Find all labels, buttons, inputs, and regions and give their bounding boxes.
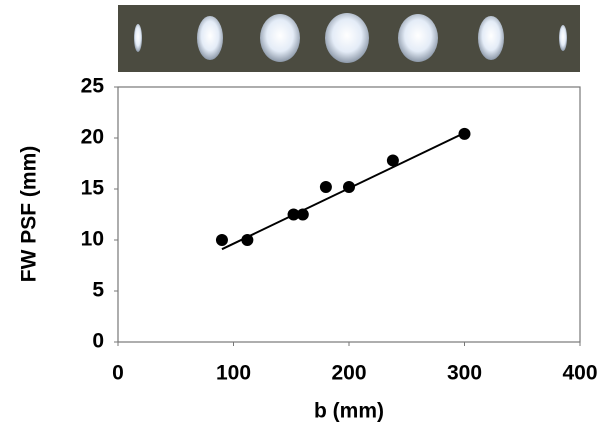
y-tick-label: 15 — [81, 177, 105, 200]
y-tick-label: 20 — [81, 126, 104, 149]
photo-spot — [134, 24, 142, 52]
photo-spot — [260, 14, 300, 62]
x-tick-label: 200 — [331, 362, 366, 385]
data-point — [296, 208, 309, 221]
photo-spot — [197, 16, 223, 60]
photo-spot — [478, 16, 504, 60]
x-tick-label: 400 — [562, 362, 597, 385]
data-point — [241, 234, 254, 246]
x-tick-label: 300 — [447, 362, 482, 385]
photo-spot — [559, 25, 567, 51]
data-point — [319, 180, 332, 193]
photo-spot — [398, 14, 438, 62]
y-tick-label: 5 — [92, 279, 104, 302]
fit-line — [221, 131, 465, 251]
data-point — [458, 127, 471, 140]
data-point — [343, 180, 355, 193]
x-tick-label: 100 — [216, 362, 251, 385]
y-axis-title: FW PSF (mm) — [18, 146, 41, 283]
y-tick-label: 25 — [81, 75, 105, 98]
x-tick-label: 0 — [112, 362, 124, 385]
data-point — [215, 234, 228, 246]
photo-strip — [118, 5, 580, 72]
data-point — [287, 208, 300, 221]
y-tick-label: 0 — [92, 330, 104, 353]
data-point — [386, 154, 399, 167]
x-axis-title: b (mm) — [314, 400, 384, 423]
y-tick-label: 10 — [81, 228, 104, 251]
plot-frame — [117, 86, 581, 343]
photo-spot — [325, 13, 369, 63]
